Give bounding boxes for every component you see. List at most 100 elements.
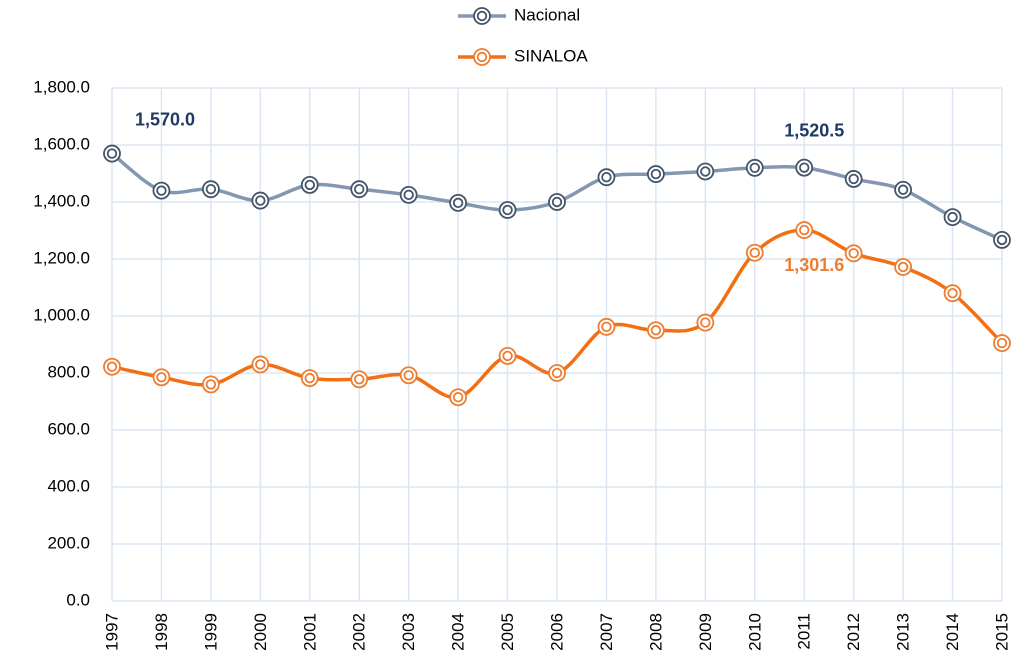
legend-label: Nacional [514,5,580,24]
marker-inner [996,337,1008,349]
marker-outer [548,193,566,211]
x-tick-label: 1997 [102,613,121,651]
x-tick-label: 2001 [300,613,319,651]
data-point [152,181,171,200]
marker-inner [650,168,662,180]
marker-outer [449,388,468,407]
data-point [795,158,814,177]
marker-inner [255,195,266,206]
marker-outer [201,180,220,199]
marker-outer [251,191,270,210]
data-point [597,317,616,336]
marker-inner [476,10,488,22]
legend-marker [473,48,491,66]
x-tick-label: 2002 [350,613,369,651]
marker-inner [848,248,859,259]
x-tick-label: 2004 [449,613,468,651]
data-point [201,180,220,199]
marker-outer [473,7,491,25]
data-point [350,370,369,389]
data-point [646,321,665,340]
marker-outer [844,170,863,188]
x-tick-label: 2003 [399,613,418,651]
marker-outer [894,258,913,276]
marker-outer [696,162,715,181]
marker-inner [452,392,464,403]
marker-outer [548,364,566,382]
marker-inner [799,162,810,173]
data-point [399,366,418,385]
marker-inner [897,261,909,273]
marker-outer [696,313,715,332]
x-tick-label: 2014 [943,613,962,651]
y-tick-label: 1,600.0 [33,134,90,153]
marker-inner [156,185,167,196]
marker-outer [646,165,665,183]
marker-outer [152,368,171,387]
legend-label: SINALOA [514,46,588,65]
marker-outer [597,317,616,336]
marker-outer [597,168,616,187]
marker-outer [350,370,369,389]
data-point [103,357,121,376]
y-tick-label: 400.0 [47,476,90,495]
marker-outer [646,321,665,340]
data-point [696,162,715,181]
marker-inner [476,51,488,63]
x-tick-label: 2010 [745,613,764,651]
marker-inner [205,379,217,390]
marker-inner [156,372,167,383]
x-tick-label: 2012 [844,613,863,651]
marker-outer [943,208,962,227]
x-tick-label: 2006 [547,613,566,651]
data-point [251,355,270,374]
marker-inner [601,321,612,333]
y-tick-label: 200.0 [47,533,90,552]
data-point [103,144,121,163]
marker-inner [403,189,414,201]
marker-inner [502,204,513,216]
marker-inner [749,247,760,258]
data-point [251,191,270,210]
data-label: 1,570.0 [135,109,195,129]
data-point [993,334,1011,352]
marker-inner [354,374,365,385]
y-tick-label: 1,200.0 [33,248,90,267]
y-tick-label: 800.0 [47,362,90,381]
x-tick-label: 2009 [696,613,715,651]
x-tick-label: 2007 [597,613,616,651]
marker-inner [304,372,315,384]
x-tick-label: 2008 [646,613,665,651]
data-point [548,193,566,211]
data-point [745,158,764,177]
data-point [300,175,319,194]
marker-outer [201,375,220,394]
data-point [350,180,369,199]
marker-outer [795,158,814,177]
marker-outer [251,355,270,374]
marker-inner [304,179,315,191]
marker-inner [947,288,958,299]
marker-inner [205,183,217,195]
marker-inner [551,367,563,379]
marker-inner [700,317,711,328]
data-point [696,313,715,332]
marker-inner [947,211,958,223]
marker-outer [152,181,171,200]
data-point [993,231,1011,249]
marker-inner [255,359,266,370]
marker-outer [993,231,1011,249]
marker-inner [551,196,563,208]
marker-outer [473,48,491,66]
y-tick-label: 1,400.0 [33,191,90,210]
marker-inner [897,184,909,195]
x-tick-label: 2011 [795,613,814,650]
data-point [844,170,863,188]
data-point [745,243,764,262]
y-tick-label: 0.0 [66,590,90,609]
data-point [795,221,814,239]
marker-outer [300,175,319,194]
data-point [894,258,913,276]
x-tick-label: 2005 [498,613,517,651]
marker-outer [350,180,369,199]
